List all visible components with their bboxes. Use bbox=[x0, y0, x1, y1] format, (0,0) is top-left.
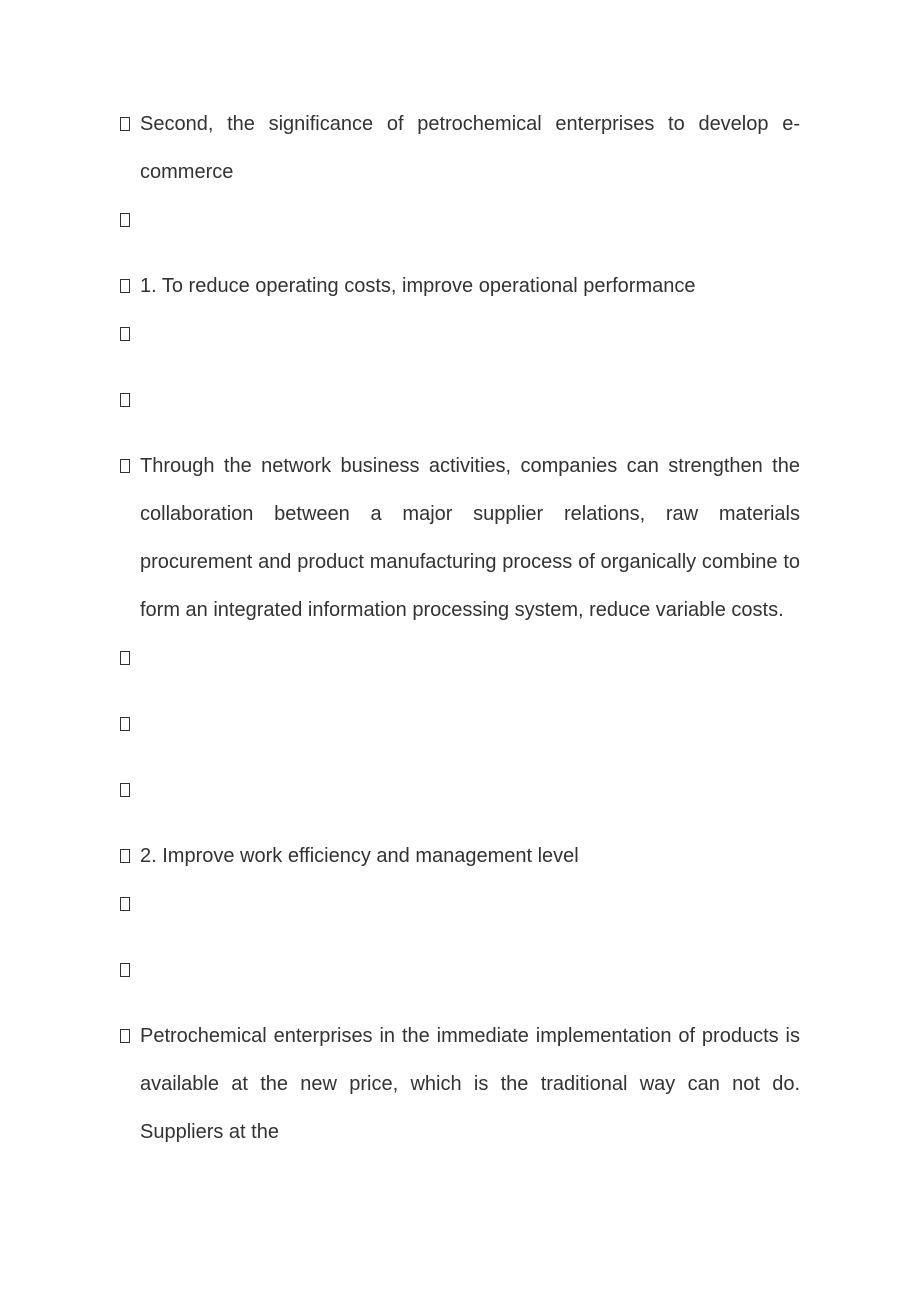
bullet-marker-icon bbox=[120, 783, 130, 797]
empty-bullet-line bbox=[120, 946, 800, 1012]
empty-bullet-line bbox=[120, 700, 800, 766]
bullet-marker-icon bbox=[120, 393, 130, 407]
bullet-marker-icon bbox=[120, 117, 130, 131]
bullet-marker-icon bbox=[120, 651, 130, 665]
bullet-marker-icon bbox=[120, 897, 130, 911]
empty-bullet-line bbox=[120, 880, 800, 946]
paragraph-text: 1. To reduce operating costs, improve op… bbox=[140, 262, 800, 310]
paragraph-text: Through the network business activities,… bbox=[140, 442, 800, 634]
bullet-marker-icon bbox=[120, 279, 130, 293]
paragraph-text: Petrochemical enterprises in the immedia… bbox=[140, 1012, 800, 1156]
bullet-marker-icon bbox=[120, 1029, 130, 1043]
paragraph-line: 1. To reduce operating costs, improve op… bbox=[120, 262, 800, 310]
document-content: Second, the significance of petrochemica… bbox=[120, 100, 800, 1156]
paragraph-text: Second, the significance of petrochemica… bbox=[140, 100, 800, 196]
empty-bullet-line bbox=[120, 766, 800, 832]
paragraph-line: Through the network business activities,… bbox=[120, 442, 800, 634]
bullet-marker-icon bbox=[120, 459, 130, 473]
bullet-marker-icon bbox=[120, 717, 130, 731]
bullet-marker-icon bbox=[120, 849, 130, 863]
empty-bullet-line bbox=[120, 310, 800, 376]
paragraph-container: Second, the significance of petrochemica… bbox=[120, 100, 800, 1156]
paragraph-line: Petrochemical enterprises in the immedia… bbox=[120, 1012, 800, 1156]
paragraph-line: 2. Improve work efficiency and managemen… bbox=[120, 832, 800, 880]
paragraph-text: 2. Improve work efficiency and managemen… bbox=[140, 832, 800, 880]
bullet-marker-icon bbox=[120, 963, 130, 977]
paragraph-line: Second, the significance of petrochemica… bbox=[120, 100, 800, 196]
bullet-marker-icon bbox=[120, 327, 130, 341]
empty-bullet-line bbox=[120, 634, 800, 700]
bullet-marker-icon bbox=[120, 213, 130, 227]
empty-bullet-line bbox=[120, 376, 800, 442]
empty-bullet-line bbox=[120, 196, 800, 262]
